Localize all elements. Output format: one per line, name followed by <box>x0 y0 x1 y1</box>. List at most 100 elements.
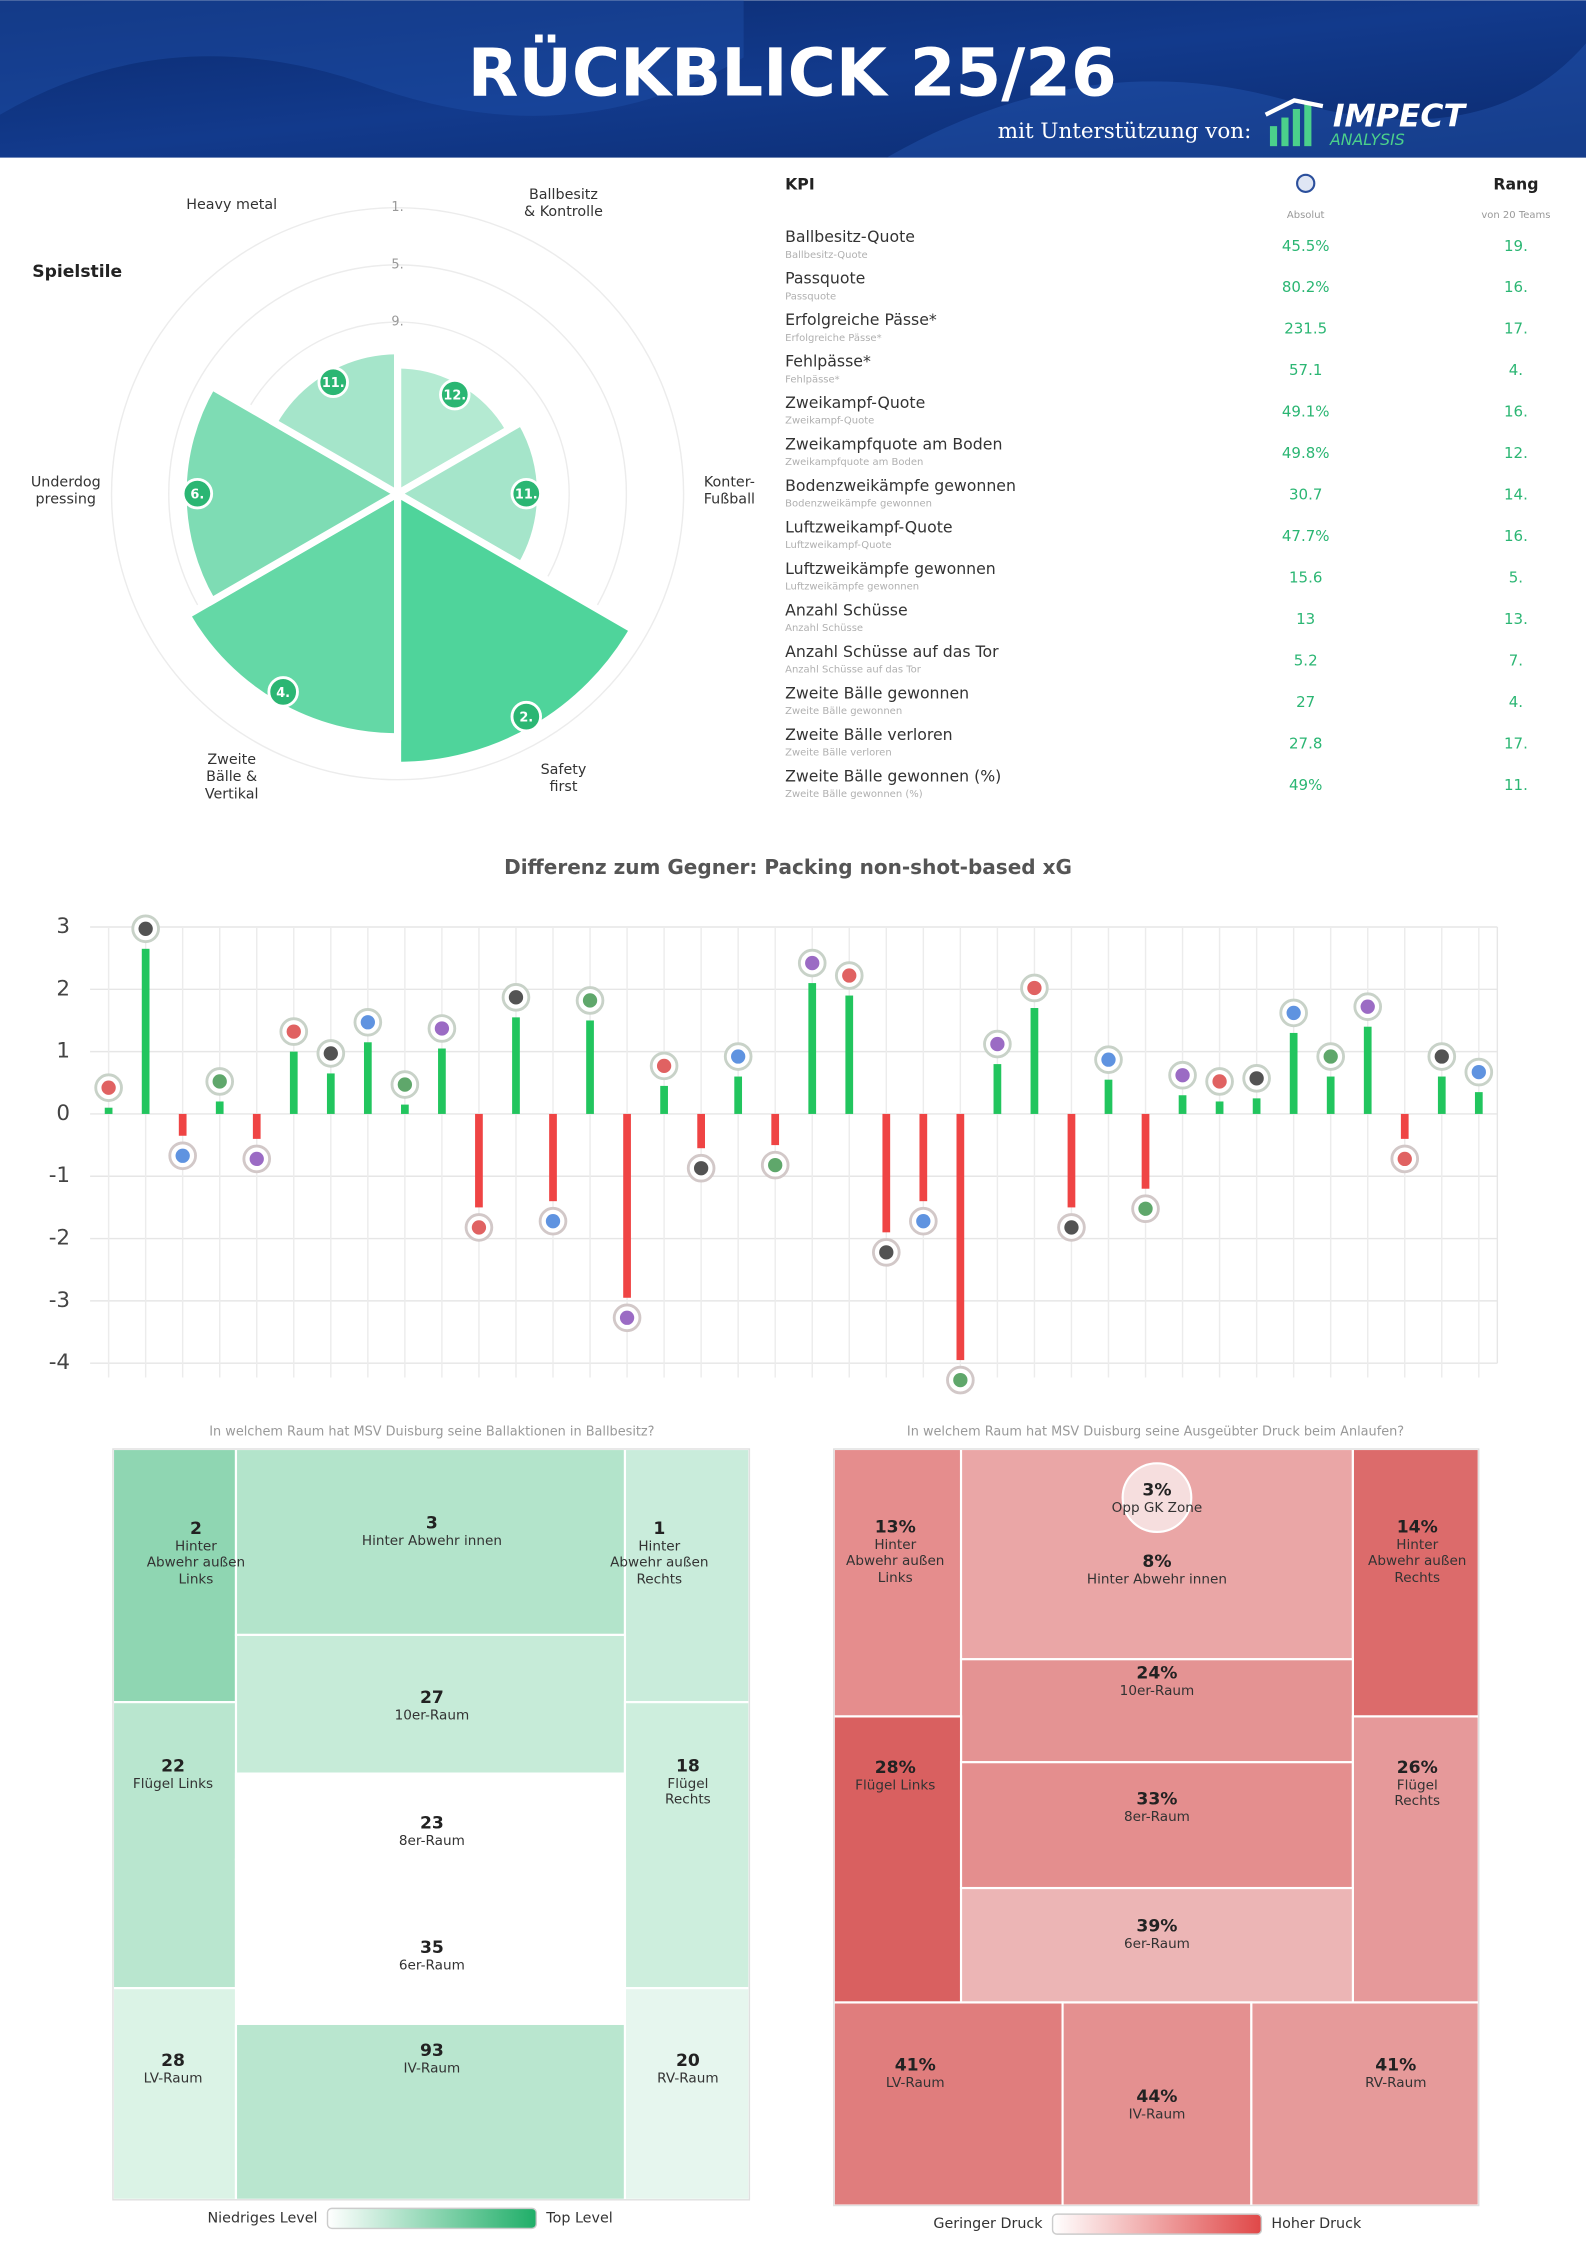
style-label-box: Safety first <box>541 762 587 795</box>
zone-label: 10er-Raum <box>394 1707 470 1724</box>
ring-label: 5. <box>391 257 403 272</box>
kpi-name: Fehlpässe* <box>785 352 871 371</box>
kpi-name: Zweikampfquote am Boden <box>785 435 1002 454</box>
polar-title: Spielstile <box>32 262 122 282</box>
opponent-badge-core <box>1064 1220 1079 1235</box>
bar-title: Differenz zum Gegner: Packing non-shot-b… <box>504 855 1072 879</box>
kpi-sub: Erfolgreiche Pässe* <box>785 333 881 344</box>
bar <box>1215 1101 1224 1114</box>
kpi-value: 15.6 <box>1289 569 1322 587</box>
bar <box>771 1113 780 1146</box>
pitch-title: In welchem Raum hat MSV Duisburg seine B… <box>209 1424 654 1439</box>
kpi-name: Luftzweikampf-Quote <box>785 518 952 537</box>
legend-bar <box>1051 2213 1263 2235</box>
bar <box>1141 1113 1150 1189</box>
kpi-value: 30.7 <box>1289 486 1322 504</box>
style-label: Zweite Bälle & Vertikal <box>204 753 259 804</box>
zone-label: IV-Raum <box>1128 2106 1186 2123</box>
bar <box>1067 1113 1076 1208</box>
zone-label-box: Hinter Abwehr innen <box>362 1533 502 1549</box>
kpi-sub: Zweikampfquote am Boden <box>785 457 923 468</box>
bar <box>363 1042 372 1114</box>
zone-label-box: 6er-Raum <box>1124 1937 1190 1953</box>
opponent-badge-core <box>990 1036 1005 1052</box>
legend-high: Top Level <box>545 2210 612 2226</box>
legend-high: Hoher Druck <box>1271 2216 1362 2232</box>
kpi-value: 13 <box>1296 610 1315 628</box>
bar <box>141 948 150 1114</box>
pitch-outline <box>833 1448 1480 2207</box>
opponent-badge-core <box>1471 1064 1486 1080</box>
zone-value: 39% <box>1136 1917 1177 1937</box>
kpi-rank: 16. <box>1504 403 1528 421</box>
zone-label-box: Hinter Abwehr innen <box>1087 1572 1227 1588</box>
kpi-rank: 7. <box>1509 652 1523 670</box>
bar <box>1437 1076 1446 1114</box>
kpi-sub: Bodenzweikämpfe gewonnen <box>785 499 932 510</box>
rank-label: 6. <box>190 488 204 503</box>
y-tick-label: 1 <box>56 1039 70 1064</box>
zone-label-box: Flügel Rechts <box>1394 1777 1441 1810</box>
opponent-badge-core <box>731 1049 746 1064</box>
zone-label: Flügel Rechts <box>1394 1777 1441 1810</box>
zone-label-box: RV-Raum <box>1365 2075 1426 2091</box>
kpi-sub: Anzahl Schüsse auf das Tor <box>785 665 922 676</box>
legend-bar <box>326 2207 538 2230</box>
zone-value: 1 <box>653 1519 665 1539</box>
header-wave <box>0 0 744 116</box>
opponent-badge-core <box>1101 1052 1116 1067</box>
kpi-value: 27.8 <box>1289 734 1322 752</box>
zone-label-box: RV-Raum <box>657 2071 718 2087</box>
kpi-rank: 19. <box>1504 237 1528 255</box>
zone-value: 3% <box>1142 1480 1171 1500</box>
zone-label-box: IV-Raum <box>1128 2106 1186 2123</box>
zone-label-box: Hinter Abwehr außen Links <box>147 1539 245 1587</box>
opponent-badge-core <box>1175 1068 1190 1083</box>
bar <box>956 1113 965 1361</box>
bar <box>326 1073 335 1114</box>
opponent-badge-core <box>471 1220 487 1235</box>
kpi-name: Erfolgreiche Pässe* <box>785 310 937 329</box>
style-label-box: Zweite Bälle & Vertikal <box>204 753 259 804</box>
kpi-value: 45.5% <box>1282 237 1330 255</box>
bar <box>1252 1098 1261 1114</box>
kpi-rank: 14. <box>1504 486 1528 504</box>
zone-label-box: 8er-Raum <box>398 1833 465 1850</box>
zone-label-box: 10er-Raum <box>394 1707 470 1724</box>
bar <box>1178 1095 1187 1114</box>
kpi-name: Ballbesitz-Quote <box>785 227 915 246</box>
ring-label: 9. <box>391 315 403 330</box>
zone-value: 24% <box>1136 1664 1177 1684</box>
pitch-zone <box>1250 2001 1480 2207</box>
logo-name: IMPECT <box>1333 99 1468 135</box>
bar <box>1400 1113 1409 1139</box>
bar <box>401 1104 409 1114</box>
opponent-badge-core <box>693 1161 709 1176</box>
opponent-badge-core <box>619 1310 635 1325</box>
header-band <box>0 0 1586 158</box>
kpi-value: 49% <box>1289 776 1322 794</box>
bar <box>993 1064 1002 1114</box>
legend-low: Geringer Druck <box>933 2216 1043 2232</box>
zone-value: 44% <box>1136 2087 1177 2107</box>
pitch-zone <box>234 1772 627 1861</box>
rank-label: 12. <box>443 389 466 404</box>
style-label: Konter- Fußball <box>703 475 756 508</box>
legend-low: Niedriges Level <box>207 2210 317 2226</box>
zone-label: IV-Raum <box>403 2061 461 2077</box>
y-tick-label: -1 <box>49 1163 70 1188</box>
pitch-zone <box>832 2001 1064 2207</box>
opponent-badge-core <box>1249 1071 1264 1086</box>
bar <box>697 1113 705 1149</box>
style-label: Underdog pressing <box>30 475 101 508</box>
pitch-zone <box>1351 1447 1480 1718</box>
zone-label-box: LV-Raum <box>886 2075 945 2091</box>
kpi-name: Zweite Bälle gewonnen (%) <box>785 766 1001 785</box>
kpi-rank: 16. <box>1504 278 1528 296</box>
zone-value: 26% <box>1397 1758 1438 1778</box>
zone-label-box: Hinter Abwehr außen Rechts <box>610 1539 708 1587</box>
kpi-rank: 11. <box>1504 776 1528 794</box>
zone-label: 8er-Raum <box>398 1833 465 1850</box>
